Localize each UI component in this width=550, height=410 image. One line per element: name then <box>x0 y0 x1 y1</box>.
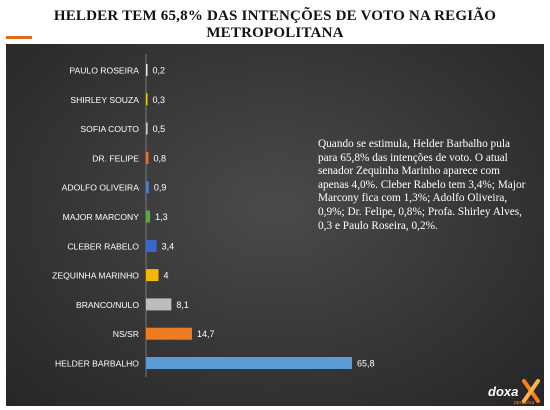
data-label: 1,3 <box>155 212 168 222</box>
category-label: BRANCO/NULO <box>76 300 139 310</box>
category-label: PAULO ROSEIRA <box>69 66 139 76</box>
logo-x-mark-icon <box>522 379 540 403</box>
bar <box>146 64 148 76</box>
doxa-logo: doxa pesquisa <box>488 378 544 408</box>
chart-board: PAULO ROSEIRA 0,2 SHIRLEY SOUZA 0,3 SOFIA CO… <box>6 44 544 406</box>
title-accent-rule <box>6 36 32 39</box>
category-label: CLEBER RABELO <box>67 241 139 251</box>
category-label: SOFIA COUTO <box>80 124 139 134</box>
data-label: 0,8 <box>154 153 167 163</box>
bar <box>146 181 149 194</box>
category-label: NS/SR <box>113 329 139 339</box>
category-label: DR. FELIPE <box>92 153 139 163</box>
chart-title: HELDER TEM 65,8% DAS INTENÇÕES DE VOTO N… <box>53 8 497 41</box>
bar-chart: PAULO ROSEIRA 0,2 SHIRLEY SOUZA 0,3 SOFIA CO… <box>52 54 375 377</box>
data-label: 4 <box>164 271 169 281</box>
data-label: 0,9 <box>154 183 167 193</box>
data-label: 14,7 <box>197 329 215 339</box>
category-label: SHIRLEY SOUZA <box>70 95 139 105</box>
data-label: 3,4 <box>162 241 175 251</box>
bar <box>146 298 172 311</box>
category-label: HELDER BARBALHO <box>55 359 139 369</box>
bar <box>146 357 352 369</box>
bar <box>146 151 149 164</box>
data-label: 65,8 <box>357 359 375 369</box>
bar <box>146 327 193 340</box>
category-label: MAJOR MARCONY <box>63 212 140 222</box>
data-label: 8,1 <box>176 300 189 310</box>
bar <box>146 239 157 252</box>
bar <box>146 93 148 106</box>
category-label: ZEQUINHA MARINHO <box>52 271 139 281</box>
bar <box>146 269 159 282</box>
bar <box>146 210 151 223</box>
chart-annotation: Quando se estimula, Helder Barbalho pula… <box>318 138 526 232</box>
logo-name: doxa <box>488 384 519 399</box>
data-label: 0,3 <box>153 95 166 105</box>
bar <box>146 122 148 135</box>
data-label: 0,5 <box>153 124 166 134</box>
category-label: ADOLFO OLIVEIRA <box>62 183 140 193</box>
logo-tagline: pesquisa <box>514 400 535 406</box>
data-label: 0,2 <box>153 66 166 76</box>
